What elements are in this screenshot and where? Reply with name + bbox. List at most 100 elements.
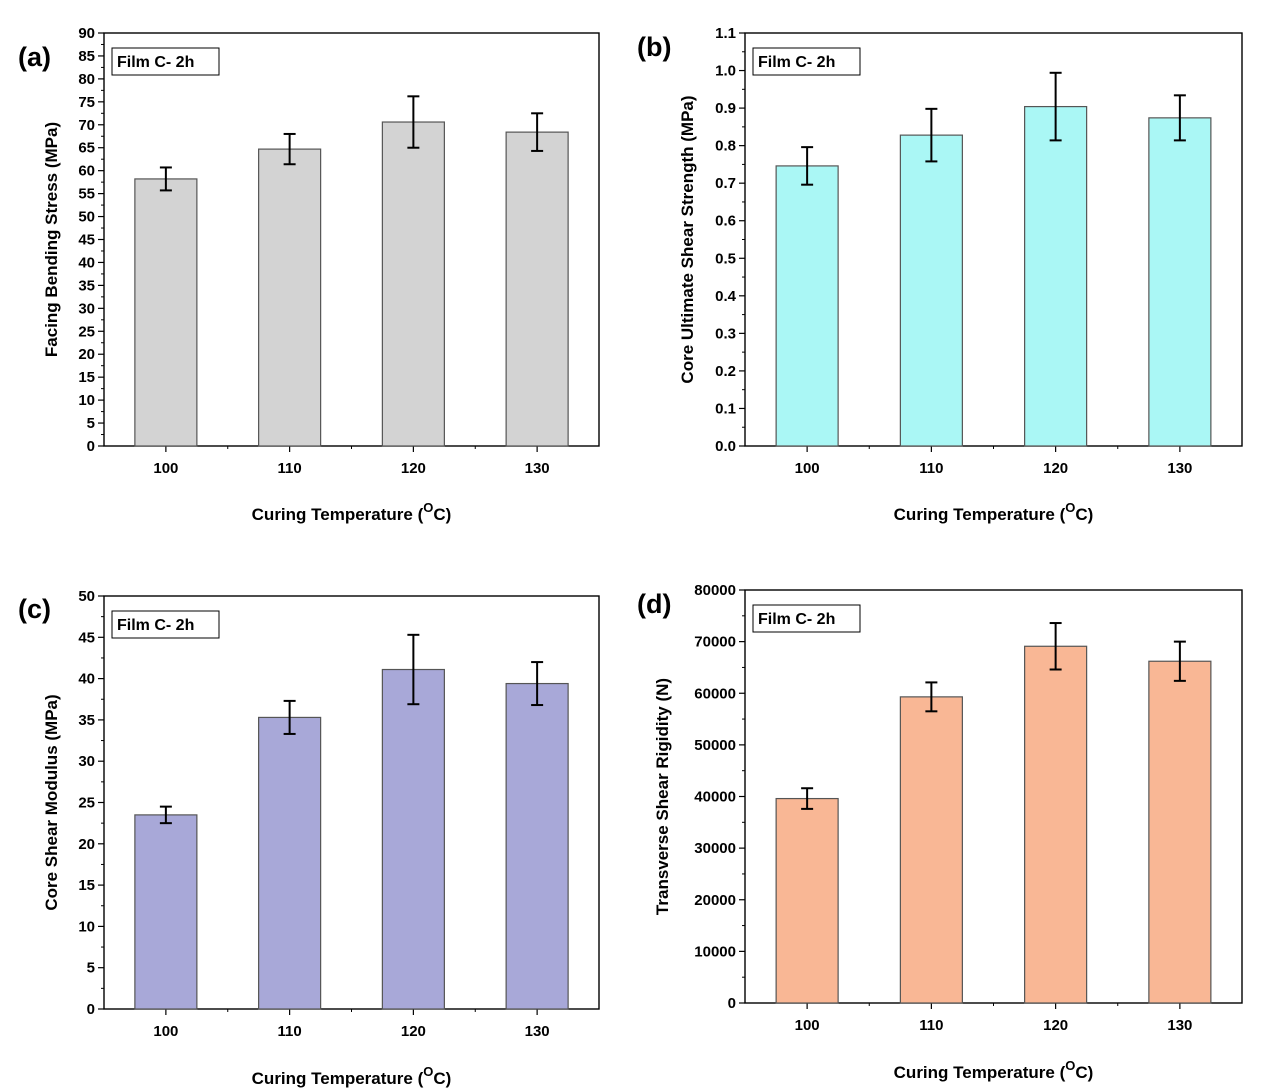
x-tick-label: 120 (1043, 1017, 1068, 1034)
y-tick-label: 0.9 (715, 100, 736, 117)
panel-d: 0 10000 20000 30000 40000 50000 60000 70000 8000… (637, 582, 1243, 1082)
annotation-box (752, 604, 861, 633)
x-tick-label: 130 (1167, 460, 1192, 477)
y-tick-label: 40 (78, 254, 95, 271)
y-tick-label: 70000 (694, 634, 736, 651)
y-tick-label: 10000 (694, 943, 736, 960)
y-tick-label: 25 (78, 795, 95, 812)
y-tick-label: 55 (78, 186, 95, 203)
annotation-text: Film C- 2h (758, 611, 835, 628)
y-tick-label: 1.0 (715, 63, 736, 80)
y-tick-label: 40 (78, 671, 95, 688)
x-tick-label: 130 (525, 460, 550, 477)
bar (505, 131, 569, 447)
x-tick-label: 100 (153, 460, 178, 477)
y-tick-label: 0 (87, 438, 95, 455)
y-tick-label: 45 (78, 629, 95, 646)
y-tick-label: 10 (78, 392, 95, 409)
x-axis-title: Curing Temperature (OC) (252, 1064, 452, 1088)
bar (134, 814, 198, 1010)
y-tick-label: 70 (78, 117, 95, 134)
y-tick-label: 0 (728, 995, 736, 1012)
x-axis-title: Curing Temperature (OC) (894, 1058, 1094, 1082)
x-tick-label: 110 (278, 460, 302, 477)
bar (258, 716, 322, 1010)
x-tick-label: 110 (278, 1023, 302, 1040)
x-axis-title: Curing Temperature (OC) (252, 500, 452, 524)
x-tick-label: 100 (795, 460, 820, 477)
x-tick-label: 120 (401, 460, 426, 477)
bar (899, 134, 963, 447)
panel-b: 0.0 0.1 0.2 0.3 0.4 0.5 0.6 0.7 0.8 0.9 1.0 1.1 100 1… (637, 25, 1243, 524)
y-tick-label: 20 (78, 836, 95, 853)
bar (258, 148, 322, 447)
bar (1148, 117, 1212, 447)
bar (899, 696, 963, 1004)
x-tick-label: 110 (919, 460, 943, 477)
y-tick-label: 20 (78, 346, 95, 363)
y-tick-label: 10 (78, 918, 95, 935)
bar (775, 165, 839, 447)
panel-c: 0 5 10 15 20 25 30 35 40 45 50 100 110 120 130 Film C- … (18, 588, 600, 1088)
y-tick-label: 5 (87, 415, 95, 432)
y-axis-title: Facing Bending Stress (MPa) (42, 122, 61, 357)
y-tick-label: 60 (78, 163, 95, 180)
y-tick-label: 0 (87, 1001, 95, 1018)
y-tick-label: 5 (87, 960, 95, 977)
y-axis-title: Core Ultimate Shear Strength (MPa) (678, 95, 697, 383)
annotation-box (111, 610, 220, 639)
bar (134, 178, 198, 447)
panel-label: (b) (637, 32, 671, 62)
annotation-text: Film C- 2h (117, 617, 194, 634)
x-tick-label: 130 (525, 1023, 550, 1040)
y-tick-label: 30000 (694, 840, 736, 857)
y-tick-label: 45 (78, 232, 95, 249)
annotation-text: Film C- 2h (117, 54, 194, 71)
y-tick-label: 40000 (694, 789, 736, 806)
y-tick-label: 0.7 (715, 175, 736, 192)
y-tick-label: 60000 (694, 685, 736, 702)
y-tick-label: 30 (78, 753, 95, 770)
y-tick-label: 0.1 (715, 400, 736, 417)
x-tick-label: 100 (153, 1023, 178, 1040)
bar (1148, 660, 1212, 1004)
y-tick-label: 75 (78, 94, 95, 111)
y-tick-label: 35 (78, 712, 95, 729)
panel-a: 0 5 10 15 20 25 30 35 40 45 50 55 60 65 70 75 80 85 90 100 1… (18, 25, 600, 524)
y-tick-label: 65 (78, 140, 95, 157)
y-tick-label: 20000 (694, 892, 736, 909)
y-tick-label: 50 (78, 588, 95, 605)
y-tick-label: 50 (78, 209, 95, 226)
panel-label: (c) (18, 594, 51, 624)
y-tick-label: 0.6 (715, 213, 736, 230)
bar (1024, 105, 1088, 447)
annotation-box (111, 47, 220, 76)
annotation-box (752, 47, 861, 76)
y-tick-label: 0.2 (715, 363, 736, 380)
y-axis-title: Transverse Shear Rigidity (N) (653, 678, 672, 915)
x-axis-title: Curing Temperature (OC) (894, 500, 1094, 524)
y-tick-label: 80 (78, 71, 95, 88)
x-tick-label: 110 (919, 1017, 943, 1034)
bar (775, 797, 839, 1004)
bar (1024, 645, 1088, 1004)
y-tick-label: 0.4 (715, 288, 737, 305)
bar (381, 668, 445, 1010)
bar (381, 121, 445, 447)
panel-label: (a) (18, 42, 51, 72)
y-tick-label: 0.8 (715, 138, 736, 155)
x-tick-label: 130 (1167, 1017, 1192, 1034)
annotation-text: Film C- 2h (758, 54, 835, 71)
panel-label: (d) (637, 589, 671, 619)
y-tick-label: 15 (78, 369, 95, 386)
y-tick-label: 90 (78, 25, 95, 42)
y-tick-label: 35 (78, 277, 95, 294)
x-tick-label: 120 (401, 1023, 426, 1040)
x-tick-label: 100 (795, 1017, 820, 1034)
y-tick-label: 0.0 (715, 438, 736, 455)
bar (505, 682, 569, 1010)
x-tick-label: 120 (1043, 460, 1068, 477)
y-tick-label: 0.5 (715, 250, 736, 267)
y-tick-label: 15 (78, 877, 95, 894)
